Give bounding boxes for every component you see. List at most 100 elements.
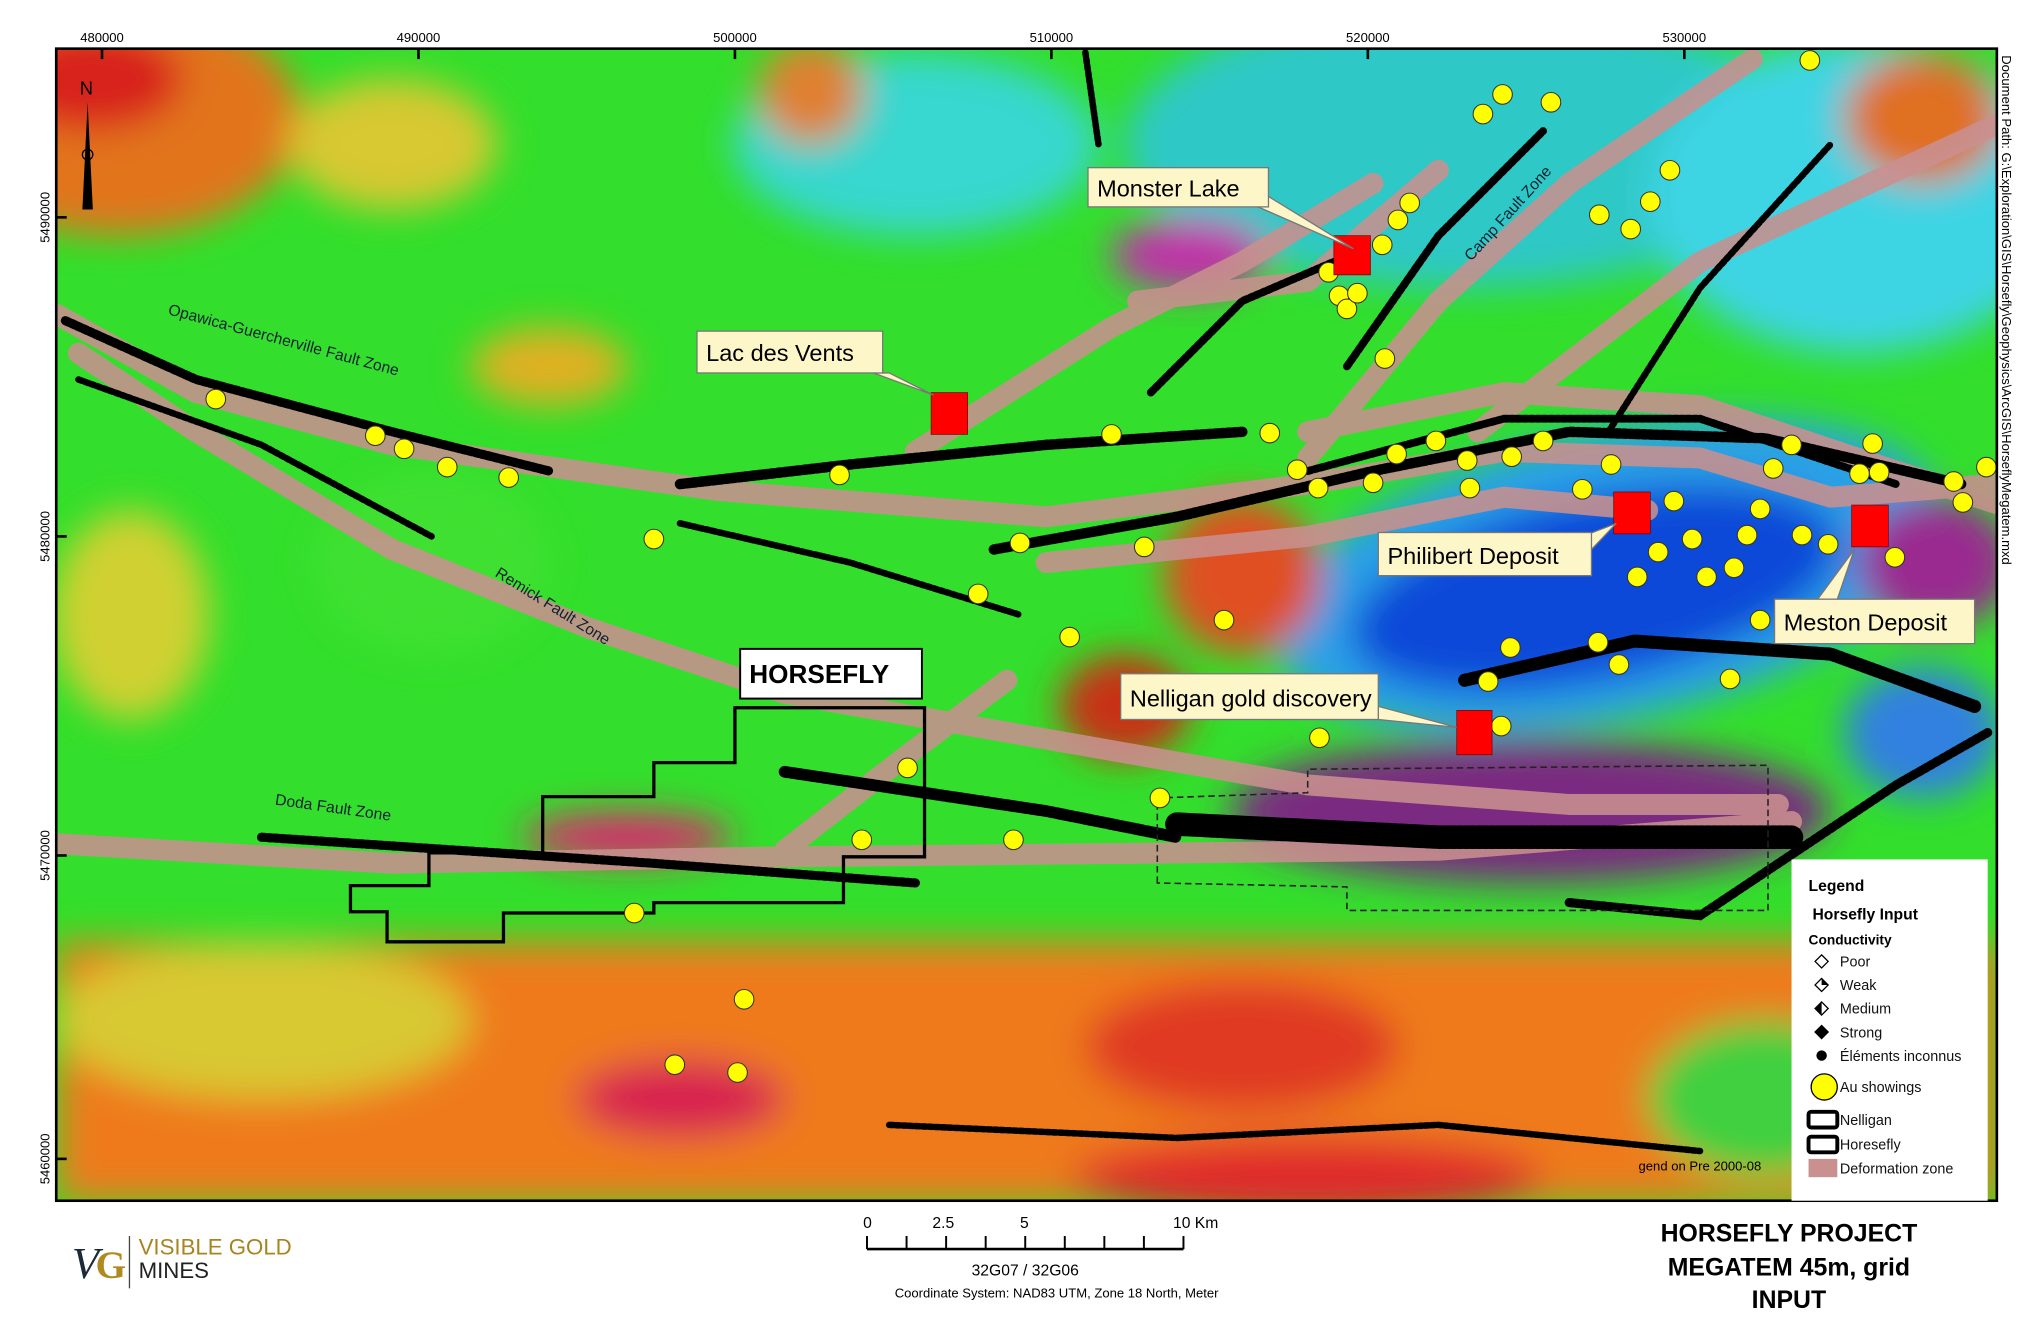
au-showing-marker[interactable] — [1862, 433, 1883, 454]
svg-text:5: 5 — [1020, 1215, 1029, 1232]
au-showing-marker[interactable] — [1817, 533, 1839, 555]
au-showing-marker[interactable] — [664, 1054, 686, 1076]
svg-text:0: 0 — [863, 1215, 872, 1232]
svg-text:HORSEFLY PROJECT: HORSEFLY PROJECT — [1661, 1220, 1918, 1247]
legend-item-label: Strong — [1840, 1025, 1882, 1041]
au-showing-marker[interactable] — [1399, 192, 1421, 214]
au-showing-marker[interactable] — [1540, 91, 1562, 113]
x-axis: 480000 490000 500000 510000 520000 530000 — [80, 30, 1706, 60]
deposit-meston[interactable] — [1851, 504, 1889, 548]
au-showing-marker[interactable] — [1347, 282, 1368, 304]
au-showing-marker[interactable] — [1492, 84, 1513, 105]
au-showing-marker[interactable] — [1307, 477, 1329, 499]
au-showing-marker[interactable] — [1588, 204, 1610, 226]
callout-lac-des-vents[interactable]: Lac des Vents — [696, 330, 934, 396]
au-showing-marker[interactable] — [1286, 459, 1308, 481]
au-showing-marker[interactable] — [1736, 524, 1758, 546]
au-showing-marker[interactable] — [1571, 479, 1593, 500]
au-showing-marker[interactable] — [1620, 218, 1642, 240]
au-showing-marker[interactable] — [1371, 234, 1393, 256]
au-showing-marker[interactable] — [1501, 446, 1523, 467]
au-showing-marker[interactable] — [1532, 430, 1554, 452]
au-showing-marker[interactable] — [1626, 566, 1648, 588]
callout-philibert[interactable]: Philibert Deposit — [1377, 522, 1617, 577]
au-showing-marker[interactable] — [1976, 456, 1997, 478]
au-showing-marker[interactable] — [1472, 103, 1494, 125]
legend-item-label: Horesefly — [1840, 1138, 1902, 1154]
au-showing-marker[interactable] — [1696, 566, 1717, 588]
y-tick-label: 5480000 — [38, 511, 53, 562]
logo-line1: VISIBLE GOLD — [139, 1234, 292, 1259]
au-showing-marker[interactable] — [1059, 626, 1081, 648]
horsefly-property-outline[interactable] — [348, 706, 927, 944]
au-showing-marker[interactable] — [1952, 492, 1974, 513]
callout-horsefly[interactable]: HORSEFLY — [739, 647, 923, 700]
au-showing-marker[interactable] — [1459, 477, 1481, 499]
au-showing-marker[interactable] — [1663, 490, 1685, 512]
callout-nelligan[interactable]: Nelligan gold discovery — [1120, 673, 1457, 728]
au-showing-marker[interactable] — [1781, 434, 1802, 456]
geophysics-raster[interactable]: Opawica-Guercherville Fault Zone Remick … — [0, 0, 2040, 1216]
au-showing-marker[interactable] — [1336, 298, 1358, 320]
au-showing-marker[interactable] — [1849, 463, 1870, 484]
callout-meston[interactable]: Meston Deposit — [1773, 549, 1976, 645]
legend-item-label: Au showings — [1840, 1080, 1922, 1096]
au-showing-marker[interactable] — [1868, 462, 1890, 483]
au-showing-marker[interactable] — [1587, 632, 1609, 653]
au-showing-marker[interactable] — [1681, 528, 1703, 550]
au-showing-marker[interactable] — [967, 583, 989, 605]
au-showing-marker[interactable] — [1477, 671, 1499, 692]
au-showing-marker[interactable] — [1723, 557, 1745, 579]
deposit-philibert[interactable] — [1613, 491, 1651, 535]
legend-item: Au showings — [1810, 1073, 1922, 1101]
au-showing-marker[interactable] — [1719, 668, 1741, 690]
au-showing-marker[interactable] — [1101, 424, 1122, 445]
au-showing-marker[interactable] — [1009, 532, 1031, 554]
au-showing-marker[interactable] — [1600, 454, 1622, 475]
deposit-lac-des-vents[interactable] — [930, 392, 969, 435]
au-showing-marker[interactable] — [1659, 159, 1681, 181]
au-showing-marker[interactable] — [1374, 348, 1396, 369]
au-showing-marker[interactable] — [1213, 609, 1235, 631]
au-showing-marker[interactable] — [393, 438, 415, 460]
nelligan-property-outline[interactable] — [1156, 764, 1769, 912]
au-showing-marker[interactable] — [1259, 422, 1281, 444]
au-showing-marker[interactable] — [1387, 209, 1409, 231]
au-showing-marker[interactable] — [643, 528, 665, 550]
au-showing-marker[interactable] — [897, 757, 918, 779]
svg-text:2.5: 2.5 — [932, 1215, 954, 1232]
au-showing-marker[interactable] — [1386, 443, 1407, 465]
au-showing-marker[interactable] — [1884, 547, 1906, 568]
au-showing-marker[interactable] — [1943, 471, 1965, 492]
au-showing-marker[interactable] — [623, 902, 645, 924]
au-showing-marker[interactable] — [1749, 498, 1771, 520]
au-showing-marker[interactable] — [1425, 430, 1447, 452]
au-showing-marker[interactable] — [205, 388, 227, 410]
au-showing-marker[interactable] — [1749, 609, 1771, 631]
au-showing-marker[interactable] — [1639, 191, 1661, 212]
au-showing-marker[interactable] — [1133, 536, 1155, 558]
au-showing-marker[interactable] — [1608, 654, 1630, 675]
au-showing-marker[interactable] — [498, 467, 520, 488]
diamond-half-icon — [1814, 1001, 1830, 1016]
callout-monster-lake[interactable]: Monster Lake — [1087, 166, 1354, 250]
deposit-nelligan[interactable] — [1456, 710, 1493, 756]
au-showing-marker[interactable] — [727, 1062, 748, 1083]
au-showing-marker[interactable] — [829, 464, 850, 486]
au-showing-marker[interactable] — [1490, 715, 1512, 737]
au-showing-marker[interactable] — [851, 829, 873, 851]
au-showing-marker[interactable] — [1762, 458, 1784, 479]
au-showing-marker[interactable] — [1647, 541, 1669, 563]
au-showing-marker[interactable] — [1456, 450, 1478, 471]
au-showing-marker[interactable] — [1500, 637, 1521, 658]
au-showing-marker[interactable] — [733, 989, 755, 1010]
au-showing-marker[interactable] — [364, 425, 386, 447]
svg-text:Nelligan gold discovery: Nelligan gold discovery — [1130, 685, 1372, 711]
au-showing-marker[interactable] — [1362, 472, 1384, 494]
au-showing-marker[interactable] — [1309, 727, 1330, 749]
au-showing-marker[interactable] — [1799, 50, 1821, 71]
au-showing-marker[interactable] — [1149, 787, 1171, 809]
au-showing-marker[interactable] — [1003, 829, 1024, 851]
au-showing-marker[interactable] — [436, 456, 458, 478]
au-showing-marker[interactable] — [1791, 524, 1813, 546]
